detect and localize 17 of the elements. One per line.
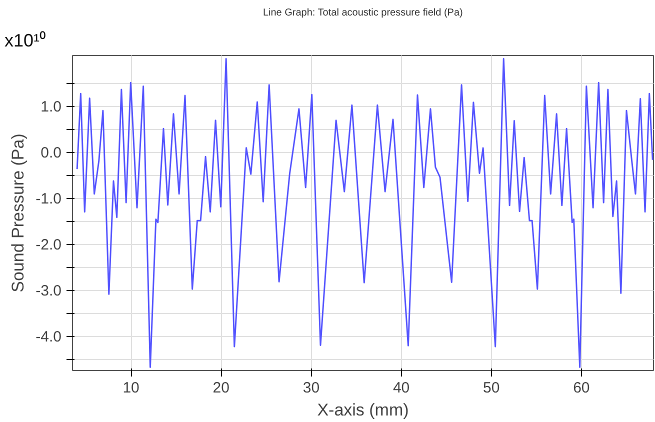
y-tick-label: -4.0 [36,328,62,346]
y-tick-label: -2.0 [36,236,62,254]
chart-title: Line Graph: Total acoustic pressure field (Pa) [262,8,463,18]
y-tick-label: 1.0 [40,98,62,116]
y-axis-title: Sound Pressure (Pa) [8,134,28,292]
x-tick-label: 20 [212,380,230,396]
x-tick-label: 10 [122,380,140,396]
x-tick-label: 50 [483,380,500,396]
text: x10¹⁰ [4,30,46,50]
y-tick-label: -1.0 [36,190,62,208]
y-tick-label: 0.0 [40,144,62,162]
line-series [76,58,654,368]
x-tick-label: 60 [573,380,590,396]
x-tick-label: 40 [392,380,410,396]
x-tick-label: 30 [302,380,320,396]
x-axis-title: X-axis (mm) [317,400,409,420]
y-tick-label: -3.0 [36,282,62,300]
